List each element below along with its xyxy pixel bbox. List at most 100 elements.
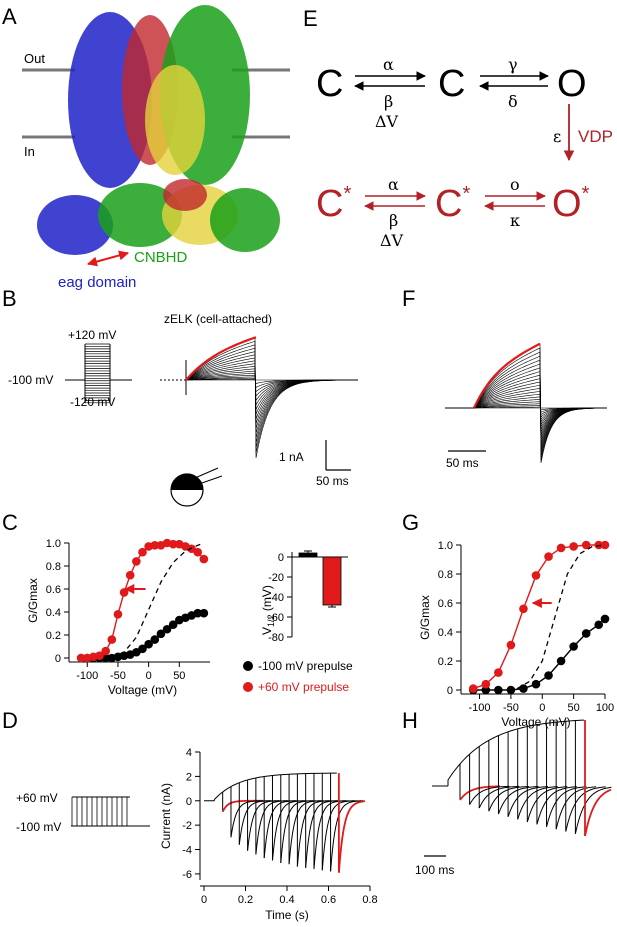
rate-kappa: κ <box>510 211 520 230</box>
data-point <box>193 608 203 618</box>
data-point <box>95 651 104 660</box>
data-point <box>506 685 516 695</box>
rate-alpha-top: α <box>383 55 394 74</box>
data-point <box>162 624 172 634</box>
label-vdp: VDP <box>578 127 613 146</box>
protocol-d-hold-label: -100 mV <box>16 820 61 834</box>
data-point <box>556 656 566 666</box>
y-tick-label: 0.4 <box>46 607 61 619</box>
state-c2: C <box>438 63 465 105</box>
legend-label-black: -100 mV prepulse <box>258 659 353 673</box>
bar-y-tick-label: 0 <box>278 552 284 564</box>
tail-current <box>469 785 510 805</box>
y-tick-label: -2 <box>182 820 192 832</box>
data-point <box>168 620 178 629</box>
pipette-line-1 <box>194 467 219 479</box>
tail-current <box>497 786 539 815</box>
tail-current <box>459 785 501 801</box>
panel-letter-a: A <box>2 4 17 29</box>
tail-current <box>478 785 520 809</box>
cnbhd-eag-arrow <box>87 250 129 267</box>
rate-beta-bottom: β <box>389 211 398 230</box>
dashed-reference-curve <box>111 542 205 658</box>
x-tick-label: 0 <box>539 702 545 714</box>
green-cyto-right <box>210 188 280 252</box>
model-traces-f <box>445 342 608 464</box>
data-point <box>519 684 528 693</box>
data-point <box>481 679 491 689</box>
data-point <box>581 540 591 550</box>
legend-marker-red <box>243 682 253 692</box>
panel-h: 100 ms <box>415 719 612 877</box>
y-axis-label: G/Gmax <box>26 578 40 623</box>
y-tick-label: 0.8 <box>46 561 61 573</box>
red-cyto <box>163 179 207 211</box>
panel-d: +60 mV -100 mV -6 -4 -2 0 2 4 0 0.2 0.4 0.6 0.8 Tim… <box>16 747 378 922</box>
v-half-bar-chart: 0 -20 -40 -60 -80 <box>268 550 348 644</box>
state-o-star: O* <box>552 183 590 225</box>
legend-marker-black <box>243 661 253 671</box>
data-point <box>544 671 553 680</box>
x-axis-label: Voltage (mV) <box>501 715 570 729</box>
current-trace <box>185 357 359 429</box>
data-point <box>125 570 135 580</box>
protocol-bottom-label: -120 mV <box>70 395 115 409</box>
bar-y-tick-label: -20 <box>268 572 284 584</box>
tail-current <box>546 786 587 827</box>
title-zelk: zELK (cell-attached) <box>164 312 272 326</box>
y-tick-label: 0.6 <box>438 598 453 610</box>
x-tick-label: 0.2 <box>238 894 253 906</box>
rate-gamma: γ <box>508 55 518 74</box>
data-point <box>494 668 503 677</box>
tail-current <box>526 786 568 823</box>
data-point <box>107 635 117 644</box>
data-point <box>113 610 123 619</box>
data-point <box>569 542 578 551</box>
fit-curve <box>473 342 541 409</box>
data-point <box>132 557 141 566</box>
y-tick-label: 4 <box>186 747 192 759</box>
pipette-line-2 <box>198 475 223 485</box>
label-eag: eag domain <box>58 274 136 291</box>
dashed-reference-curve <box>516 544 606 690</box>
scale-time-label-f: 50 ms <box>446 456 479 470</box>
tail-current <box>507 786 549 817</box>
tail-current <box>230 800 272 838</box>
channel-structure: Out In CNBHD eag domain <box>22 5 290 291</box>
v-half-bar <box>322 556 342 606</box>
data-point <box>101 646 110 656</box>
voltage-protocol-d <box>71 796 150 827</box>
state-o: O <box>557 63 587 105</box>
dv-bottom: ΔV <box>380 231 404 250</box>
panel-letter-e: E <box>303 6 318 31</box>
x-axis-label: Time (s) <box>265 908 309 922</box>
current-trace <box>185 337 359 459</box>
kinetic-scheme: C C O α β ΔV γ δ ε VDP C* C* O* α β ΔV ο… <box>316 55 613 250</box>
y-tick-label: 0 <box>186 796 192 808</box>
bar-y-tick-label: -80 <box>268 632 284 644</box>
tail-current <box>238 800 280 845</box>
fit-curve <box>81 542 205 659</box>
panel-f: 50 ms <box>445 342 608 470</box>
protocol-hold-label: -100 mV <box>8 373 53 387</box>
state-c1-star: C* <box>316 183 351 225</box>
scale-time-label-h: 100 ms <box>415 863 454 877</box>
protocol-top-label: +120 mV <box>68 328 116 342</box>
tail-current <box>584 788 612 837</box>
data-point <box>531 571 541 580</box>
label-out: Out <box>24 51 45 66</box>
x-tick-label: -50 <box>503 702 519 714</box>
tail-current <box>555 786 597 830</box>
v-half-bar <box>298 552 318 558</box>
panel-letter-h: H <box>402 708 418 733</box>
data-point <box>556 543 566 553</box>
label-cnbhd: CNBHD <box>134 249 188 266</box>
data-point <box>138 547 147 557</box>
model-traces-h <box>432 719 612 837</box>
data-point <box>144 639 153 649</box>
data-point <box>506 640 516 650</box>
x-tick-label: 0.4 <box>279 894 294 906</box>
data-point <box>468 684 478 693</box>
y-axis-label: G/Gmax <box>418 595 432 640</box>
